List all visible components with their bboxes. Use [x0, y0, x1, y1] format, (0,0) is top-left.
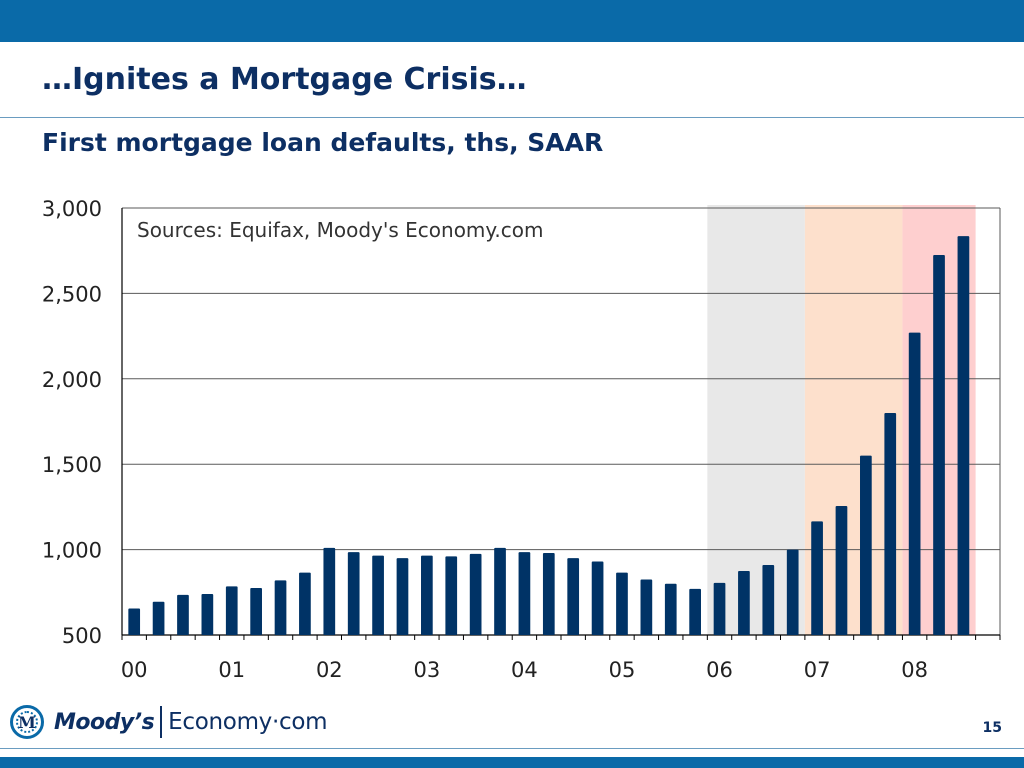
bar-23 — [689, 588, 701, 635]
bar-6 — [274, 580, 287, 635]
bar-15 — [494, 547, 506, 635]
bar-24 — [713, 582, 726, 635]
x-tick-label: 02 — [316, 658, 343, 682]
bar-11 — [396, 558, 409, 635]
moodys-badge-icon: M — [10, 705, 44, 739]
chart-title: First mortgage loan defaults, ths, SAAR — [42, 128, 604, 157]
bar-33 — [933, 254, 945, 635]
x-tick-label: 08 — [901, 658, 928, 682]
x-tick-label: 01 — [218, 658, 245, 682]
top-banner — [0, 0, 1024, 42]
bar-22 — [664, 583, 677, 635]
bar-16 — [518, 552, 531, 635]
bar-10 — [372, 555, 384, 635]
bar-7 — [299, 572, 311, 635]
bar-4 — [225, 586, 238, 635]
bar-25 — [738, 570, 750, 635]
badge-letter: M — [18, 712, 36, 732]
bar-19 — [591, 561, 604, 635]
x-tick-label: 04 — [511, 658, 538, 682]
x-tick-label: 03 — [413, 658, 440, 682]
y-tick-label: 1,000 — [42, 539, 102, 563]
bar-9 — [347, 552, 360, 635]
bar-32 — [908, 332, 921, 635]
page-number: 15 — [982, 720, 1002, 736]
bar-34 — [957, 236, 970, 635]
bar-18 — [567, 558, 580, 635]
slide-title: …Ignites a Mortgage Crisis… — [42, 62, 527, 97]
footer-divider — [0, 748, 1024, 749]
bar-26 — [762, 564, 775, 635]
logo-divider — [160, 706, 163, 738]
x-tick-label: 00 — [121, 658, 148, 682]
bar-29 — [835, 506, 848, 635]
y-tick-label: 500 — [62, 624, 102, 648]
bar-30 — [860, 455, 872, 635]
bar-13 — [445, 556, 458, 635]
bar-0 — [128, 608, 141, 635]
bar-12 — [421, 555, 433, 635]
logo-product: Economy·com — [168, 709, 328, 735]
title-divider — [0, 117, 1024, 118]
x-tick-label: 06 — [706, 658, 733, 682]
bar-3 — [201, 594, 214, 635]
y-tick-label: 3,000 — [42, 197, 102, 221]
bottom-banner — [0, 757, 1024, 768]
bar-21 — [640, 579, 653, 635]
bar-31 — [884, 412, 897, 635]
bar-1 — [152, 601, 165, 635]
bar-2 — [177, 594, 189, 635]
y-tick-label: 2,500 — [42, 282, 102, 306]
bar-20 — [616, 572, 628, 635]
moodys-economy-logo: M Moody’s Economy·com — [10, 700, 328, 744]
bar-14 — [469, 553, 482, 635]
bar-5 — [250, 588, 262, 635]
logo-brand: Moody’s — [54, 709, 155, 735]
y-tick-label: 2,000 — [42, 368, 102, 392]
y-tick-label: 1,500 — [42, 453, 102, 477]
sources-annotation: Sources: Equifax, Moody's Economy.com — [137, 218, 543, 242]
x-tick-label: 07 — [804, 658, 831, 682]
bar-chart: 500 1,000 1,500 2,000 2,500 3,000 00 01 02 03 04 05… — [42, 197, 1001, 682]
bar-17 — [542, 553, 555, 635]
bar-28 — [811, 521, 823, 635]
bar-27 — [786, 549, 799, 635]
bar-8 — [323, 547, 336, 635]
x-tick-label: 05 — [609, 658, 636, 682]
